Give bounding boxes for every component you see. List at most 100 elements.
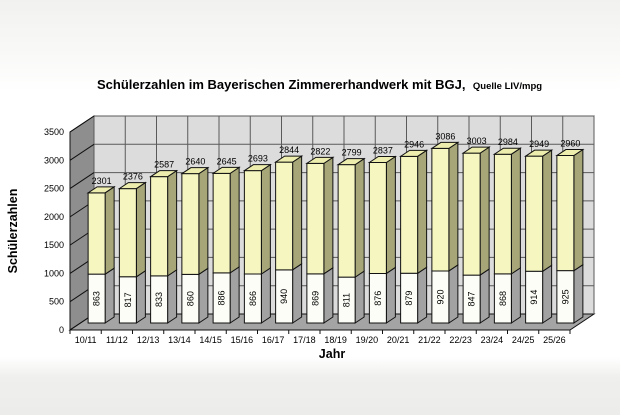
bar-upper-side [573,148,584,272]
x-tick-label: 14/15 [199,335,222,345]
x-tick-label: 16/17 [262,335,285,345]
bar-column-11/12: 2376 817 [117,172,148,324]
y-tick-label: 3500 [44,127,64,137]
bar-upper-side [510,147,521,275]
bar-lower-side [323,266,334,324]
bar-top [336,158,366,166]
bar-upper-side [385,155,396,275]
bar-lower-label: 876 [373,291,383,306]
chart-title-suffix: Quelle LIV/mpg [473,81,542,92]
bar-lower-label: 866 [248,291,258,306]
bar-lower-side [229,265,240,324]
bar-top [430,141,460,149]
bar-top [86,186,116,194]
y-tick-mark [69,172,95,189]
bar-lower-side [542,264,553,324]
bar-upper-side [542,149,553,273]
x-tick-label: 13/14 [168,335,191,345]
bar-lower-label: 879 [404,291,414,306]
y-tick-mark [69,115,95,133]
bar-lower-side [104,267,115,324]
bar-top [242,164,273,172]
y-tick-label: 2500 [44,184,64,194]
bar-top [367,156,398,164]
bar-top [492,147,523,155]
bar-top [398,149,429,157]
y-tick-label: 500 [49,297,64,307]
y-axis-title: Schülerzahlen [6,189,20,274]
y-tick-label: 3000 [44,155,64,165]
bar-upper-front [431,147,450,272]
bar-total-label: 2837 [373,146,393,156]
bar-column-18/19: 2799 811 [336,148,366,324]
bar-upper-front [118,188,137,278]
bar-upper-front [306,162,325,275]
y-tick-label: 0 [59,325,64,335]
bar-total-label: 2822 [310,146,330,156]
bar-upper-front [368,162,387,274]
x-tick-label: 18/19 [324,335,347,345]
bar-lower-side [260,267,271,324]
x-tick-label: 17/18 [293,335,316,345]
y-tick-label: 1500 [44,240,64,250]
bar-column-10/11: 2301 863 [86,176,116,324]
bar-total-label: 2693 [248,154,268,164]
bar-lower-side [167,268,178,324]
x-tick-label: 10/11 [75,335,97,345]
bar-total-label: 3086 [435,131,455,141]
x-tick-label: 12/13 [137,335,160,345]
bar-upper-front [243,170,262,275]
bar-upper-side [417,149,428,275]
x-tick-label: 20/21 [387,335,410,345]
bar-upper-front [525,155,544,272]
bar-top [180,167,210,175]
bar-top [523,149,554,157]
chart-title: Schülerzahlen im Bayerischen Zimmererhan… [97,77,465,92]
bar-column-20/21: 2946 879 [398,139,429,324]
bar-top [273,155,304,163]
bar-upper-front [337,164,356,278]
bar-lower-side [448,264,459,324]
bar-top [211,166,241,174]
bar-lower-label: 847 [467,292,477,307]
y-tick-label: 1000 [44,268,64,278]
bar-column-22/23: 3003 847 [461,136,491,324]
bar-top [148,170,179,178]
x-tick-label: 23/24 [481,335,504,345]
bar-lower-side [573,263,584,324]
bar-lower-label: 886 [217,290,227,305]
bar-column-14/15: 2645 886 [211,156,241,324]
bar-lower-side [479,268,490,324]
bar-upper-side [229,166,240,274]
x-tick-label: 21/22 [418,335,441,345]
bar-top [305,156,335,164]
bar-upper-front [493,153,512,275]
bar-upper-side [104,185,115,276]
x-tick-label: 25/26 [543,335,566,345]
bar-lower-label: 940 [279,289,289,304]
bar-upper-side [448,141,459,272]
bar-upper-front [181,173,200,275]
bar-total-label: 2984 [498,137,518,147]
bar-upper-side [479,146,490,277]
bar-lower-label: 860 [185,291,195,306]
bar-total-label: 2587 [154,160,174,170]
bar-upper-side [260,163,271,275]
bar-total-label: 2301 [92,176,112,186]
bar-lower-label: 920 [435,289,445,304]
bar-top [461,146,491,154]
bar-total-label: 2844 [279,145,299,155]
bar-lower-side [135,269,146,324]
bar-column-12/13: 2587 833 [148,160,179,324]
y-tick-label: 2000 [44,212,64,222]
bar-upper-front [275,161,294,271]
bar-column-21/22: 3086 920 [430,131,460,324]
x-tick-label: 11/12 [106,335,128,345]
bar-lower-label: 914 [529,290,539,305]
x-tick-label: 15/16 [231,335,254,345]
bar-upper-side [198,166,209,276]
bar-lower-side [292,262,303,324]
bar-column-15/16: 2693 866 [242,154,273,324]
bar-lower-label: 817 [123,292,133,307]
